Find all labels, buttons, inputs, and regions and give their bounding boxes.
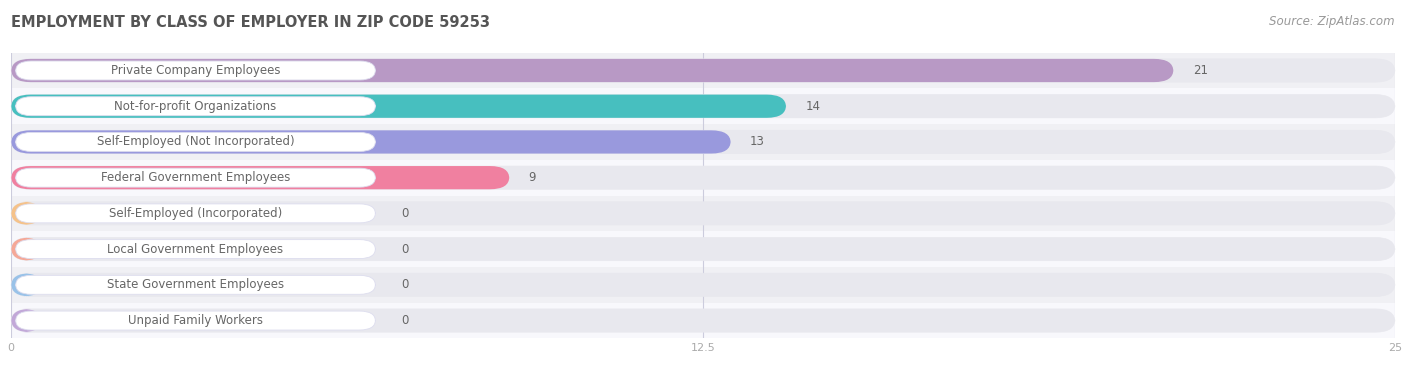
- FancyBboxPatch shape: [15, 240, 375, 259]
- FancyBboxPatch shape: [15, 311, 375, 330]
- Bar: [11, 160, 1395, 196]
- FancyBboxPatch shape: [11, 309, 1395, 332]
- Bar: [11, 196, 1395, 231]
- Text: EMPLOYMENT BY CLASS OF EMPLOYER IN ZIP CODE 59253: EMPLOYMENT BY CLASS OF EMPLOYER IN ZIP C…: [11, 15, 491, 30]
- Text: 0: 0: [401, 278, 409, 291]
- FancyBboxPatch shape: [15, 204, 375, 223]
- Bar: [11, 53, 1395, 88]
- FancyBboxPatch shape: [11, 59, 1395, 82]
- Text: 0: 0: [401, 314, 409, 327]
- FancyBboxPatch shape: [11, 95, 1395, 118]
- Bar: [11, 231, 1395, 267]
- Text: 9: 9: [529, 171, 536, 184]
- Text: Source: ZipAtlas.com: Source: ZipAtlas.com: [1270, 15, 1395, 28]
- FancyBboxPatch shape: [15, 61, 375, 80]
- Bar: [11, 267, 1395, 303]
- FancyBboxPatch shape: [11, 130, 1395, 153]
- Text: 0: 0: [401, 207, 409, 220]
- Text: Federal Government Employees: Federal Government Employees: [101, 171, 290, 184]
- FancyBboxPatch shape: [11, 309, 42, 332]
- FancyBboxPatch shape: [15, 168, 375, 187]
- FancyBboxPatch shape: [11, 95, 786, 118]
- FancyBboxPatch shape: [11, 202, 42, 225]
- Text: 21: 21: [1192, 64, 1208, 77]
- FancyBboxPatch shape: [11, 273, 1395, 296]
- Text: Self-Employed (Incorporated): Self-Employed (Incorporated): [108, 207, 283, 220]
- Text: Self-Employed (Not Incorporated): Self-Employed (Not Incorporated): [97, 135, 294, 149]
- Text: 14: 14: [806, 100, 820, 113]
- FancyBboxPatch shape: [11, 166, 509, 189]
- Text: Private Company Employees: Private Company Employees: [111, 64, 280, 77]
- FancyBboxPatch shape: [15, 97, 375, 116]
- FancyBboxPatch shape: [11, 273, 42, 296]
- Text: Unpaid Family Workers: Unpaid Family Workers: [128, 314, 263, 327]
- FancyBboxPatch shape: [11, 238, 1395, 261]
- FancyBboxPatch shape: [11, 238, 42, 261]
- Text: Local Government Employees: Local Government Employees: [107, 243, 284, 256]
- FancyBboxPatch shape: [15, 132, 375, 152]
- Text: Not-for-profit Organizations: Not-for-profit Organizations: [114, 100, 277, 113]
- Bar: [11, 88, 1395, 124]
- FancyBboxPatch shape: [11, 202, 1395, 225]
- FancyBboxPatch shape: [11, 130, 731, 153]
- FancyBboxPatch shape: [11, 59, 1174, 82]
- Bar: [11, 303, 1395, 338]
- FancyBboxPatch shape: [15, 275, 375, 294]
- Text: 13: 13: [749, 135, 765, 149]
- FancyBboxPatch shape: [11, 166, 1395, 189]
- Text: 0: 0: [401, 243, 409, 256]
- Bar: [11, 124, 1395, 160]
- Text: State Government Employees: State Government Employees: [107, 278, 284, 291]
